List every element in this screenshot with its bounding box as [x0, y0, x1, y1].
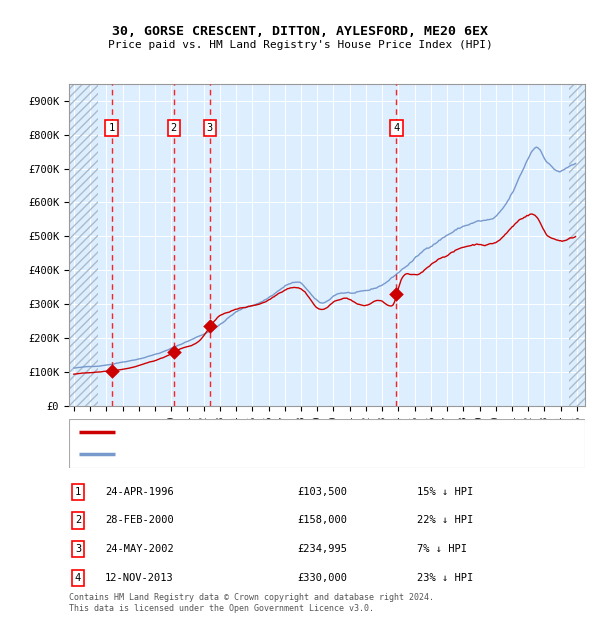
- Text: 15% ↓ HPI: 15% ↓ HPI: [417, 487, 473, 497]
- Text: 24-MAY-2002: 24-MAY-2002: [105, 544, 174, 554]
- Text: 1: 1: [109, 123, 115, 133]
- Text: 2: 2: [75, 515, 81, 525]
- Point: [391, 289, 401, 299]
- Text: 3: 3: [75, 544, 81, 554]
- Text: HPI: Average price, detached house, Tonbridge and Malling: HPI: Average price, detached house, Tonb…: [126, 450, 468, 459]
- Point: [169, 348, 179, 358]
- Text: 4: 4: [393, 123, 400, 133]
- FancyBboxPatch shape: [69, 418, 585, 468]
- Text: 2: 2: [170, 123, 177, 133]
- Text: 24-APR-1996: 24-APR-1996: [105, 487, 174, 497]
- Text: 30, GORSE CRESCENT, DITTON, AYLESFORD, ME20 6EX: 30, GORSE CRESCENT, DITTON, AYLESFORD, M…: [112, 25, 488, 38]
- Text: 7% ↓ HPI: 7% ↓ HPI: [417, 544, 467, 554]
- Text: 4: 4: [75, 573, 81, 583]
- Text: 30, GORSE CRESCENT, DITTON, AYLESFORD, ME20 6EX (detached house): 30, GORSE CRESCENT, DITTON, AYLESFORD, M…: [126, 427, 510, 437]
- Text: 1: 1: [75, 487, 81, 497]
- Text: 22% ↓ HPI: 22% ↓ HPI: [417, 515, 473, 525]
- Text: 23% ↓ HPI: 23% ↓ HPI: [417, 573, 473, 583]
- Text: £330,000: £330,000: [297, 573, 347, 583]
- Text: 12-NOV-2013: 12-NOV-2013: [105, 573, 174, 583]
- Text: £234,995: £234,995: [297, 544, 347, 554]
- Text: 28-FEB-2000: 28-FEB-2000: [105, 515, 174, 525]
- Text: Contains HM Land Registry data © Crown copyright and database right 2024.
This d: Contains HM Land Registry data © Crown c…: [69, 593, 434, 613]
- Point: [107, 366, 116, 376]
- Text: £103,500: £103,500: [297, 487, 347, 497]
- Text: Price paid vs. HM Land Registry's House Price Index (HPI): Price paid vs. HM Land Registry's House …: [107, 40, 493, 50]
- Text: 3: 3: [207, 123, 213, 133]
- Point: [205, 321, 215, 331]
- Text: £158,000: £158,000: [297, 515, 347, 525]
